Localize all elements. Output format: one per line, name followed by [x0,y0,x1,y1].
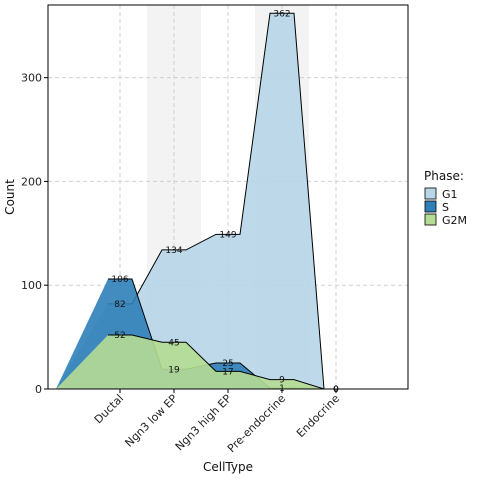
line-g2m [108,334,348,390]
data-label: 52 [114,331,125,341]
x-tick-label: Pre-endocrine [225,392,288,455]
area-g2m [56,335,368,389]
line-g1 [108,12,348,390]
legend-label-g1: G1 [442,188,458,201]
x-tick-label: Ductal [92,392,126,426]
y-tick-label: 100 [21,279,42,292]
data-label: 149 [219,230,236,240]
data-label: 82 [114,300,125,310]
data-label: 362 [273,9,290,19]
data-label: 17 [222,367,233,377]
y-tick-label: 200 [21,175,42,188]
x-tick-label: Ngn3 low EP [122,392,180,450]
legend-swatch-g1 [424,187,437,200]
data-label: 19 [168,365,180,375]
legend-label-g2m: G2M [442,214,467,227]
legend-title: Phase: [424,169,464,183]
data-label: 25 [222,359,233,369]
y-tick-label: 0 [35,383,42,396]
x-tick-label: Ngn3 high EP [173,392,235,454]
legend-label-s: S [442,201,449,214]
x-axis-title: CellType [203,460,253,474]
legend-swatch-g2m [424,213,437,226]
legend-swatch-s [424,200,437,213]
y-axis-title: Count [3,179,17,215]
y-tick-label: 300 [21,72,42,85]
x-tick-label: Endocrine [294,392,342,440]
data-label: 9 [279,376,285,386]
data-label: 45 [168,338,179,348]
area-g1 [56,13,368,389]
data-label: 106 [111,275,128,285]
data-label: 134 [165,246,182,256]
